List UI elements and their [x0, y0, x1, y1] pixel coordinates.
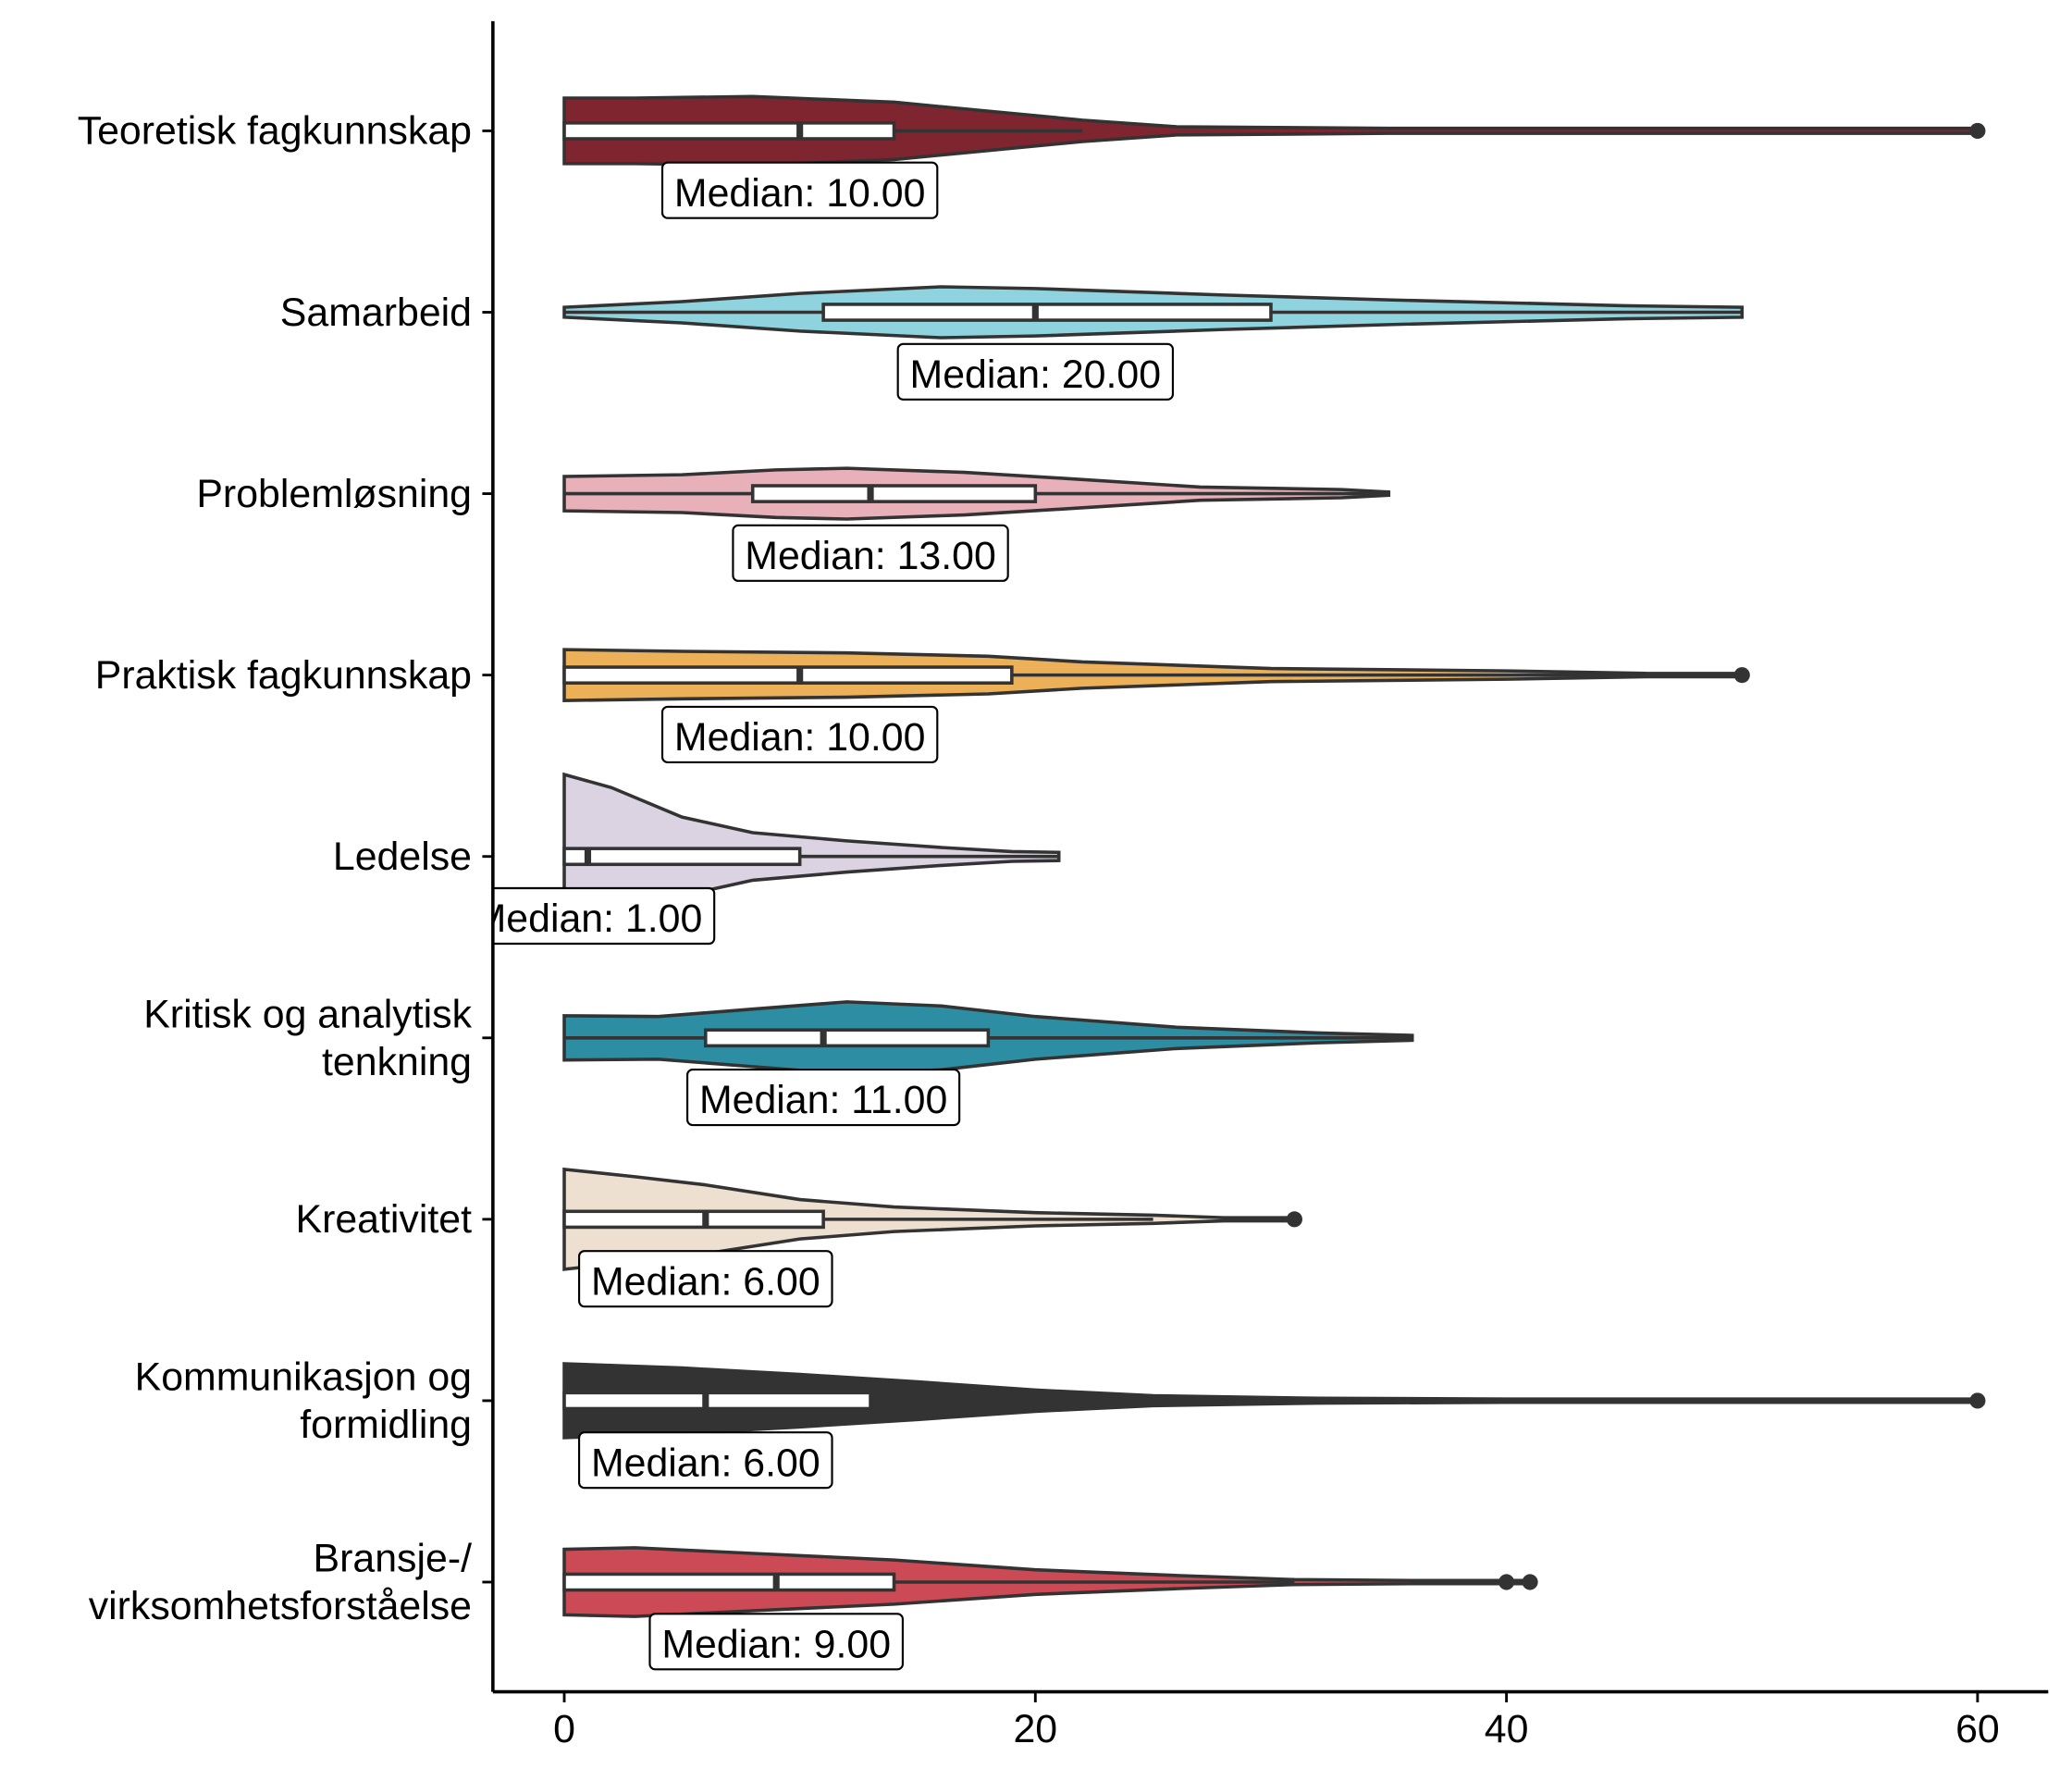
outlier [1733, 667, 1750, 684]
median-label-box [660, 161, 939, 219]
median-label: Median: 10.00 [674, 171, 926, 216]
y-tick-label: virksomhetsforståelse [89, 1584, 472, 1628]
median-label-box [686, 1069, 961, 1127]
y-tick-label: Bransje-/ [314, 1537, 473, 1581]
x-tick-label: 60 [1955, 1707, 2000, 1751]
x-tick-label: 20 [1013, 1707, 1057, 1751]
y-tick-label: Praktisk fagkunnskap [95, 653, 472, 698]
box [562, 847, 802, 867]
median-label-box [578, 1250, 833, 1308]
median-label: Median: 9.00 [661, 1622, 891, 1666]
box [704, 1028, 991, 1048]
median-label: Median: 6.00 [591, 1441, 820, 1485]
box [562, 1391, 872, 1411]
median-label: Median: 11.00 [699, 1078, 947, 1122]
box [750, 484, 1038, 503]
x-tick-label: 40 [1485, 1707, 1529, 1751]
y-tick-label: Kritisk og analytisk [143, 992, 472, 1036]
plot-area: Median: 10.00 Median: 20.00 Median: 13.00 M… [474, 94, 1986, 1671]
y-tick-label: Kreativitet [296, 1197, 473, 1242]
x-tick-label: 0 [553, 1707, 575, 1751]
y-tick-label: formidling [300, 1403, 472, 1447]
outlier [1286, 1211, 1302, 1228]
box [562, 665, 1014, 685]
median-label-box [492, 886, 716, 946]
box [562, 121, 896, 141]
outlier [1498, 1574, 1515, 1590]
median-label-box [648, 1613, 904, 1671]
median-label: Median: 10.00 [674, 715, 926, 760]
median-label-box [660, 705, 939, 763]
y-tick-label: Teoretisk fagkunnskap [78, 109, 472, 154]
median-label: Median: 20.00 [910, 352, 1162, 397]
y-tick-label: Ledelse [333, 835, 472, 879]
median-label: Median: 13.00 [745, 534, 996, 578]
y-tick-label: Kommunikasjon og [135, 1355, 472, 1400]
outlier [1969, 1392, 1986, 1409]
median-label-box [732, 524, 1009, 582]
median-label: Median: 1.00 [474, 897, 703, 941]
median-label: Median: 6.00 [591, 1259, 820, 1304]
y-tick-label: tenkning [322, 1040, 472, 1084]
median-label-box [578, 1431, 833, 1490]
box [562, 1209, 825, 1230]
y-tick-label: Samarbeid [280, 291, 472, 335]
box [562, 1572, 896, 1592]
median-label-box [896, 342, 1175, 401]
outlier [1969, 122, 1986, 139]
box [821, 303, 1273, 322]
y-tick-label: Problemløsning [196, 472, 472, 516]
outlier [1522, 1574, 1538, 1590]
